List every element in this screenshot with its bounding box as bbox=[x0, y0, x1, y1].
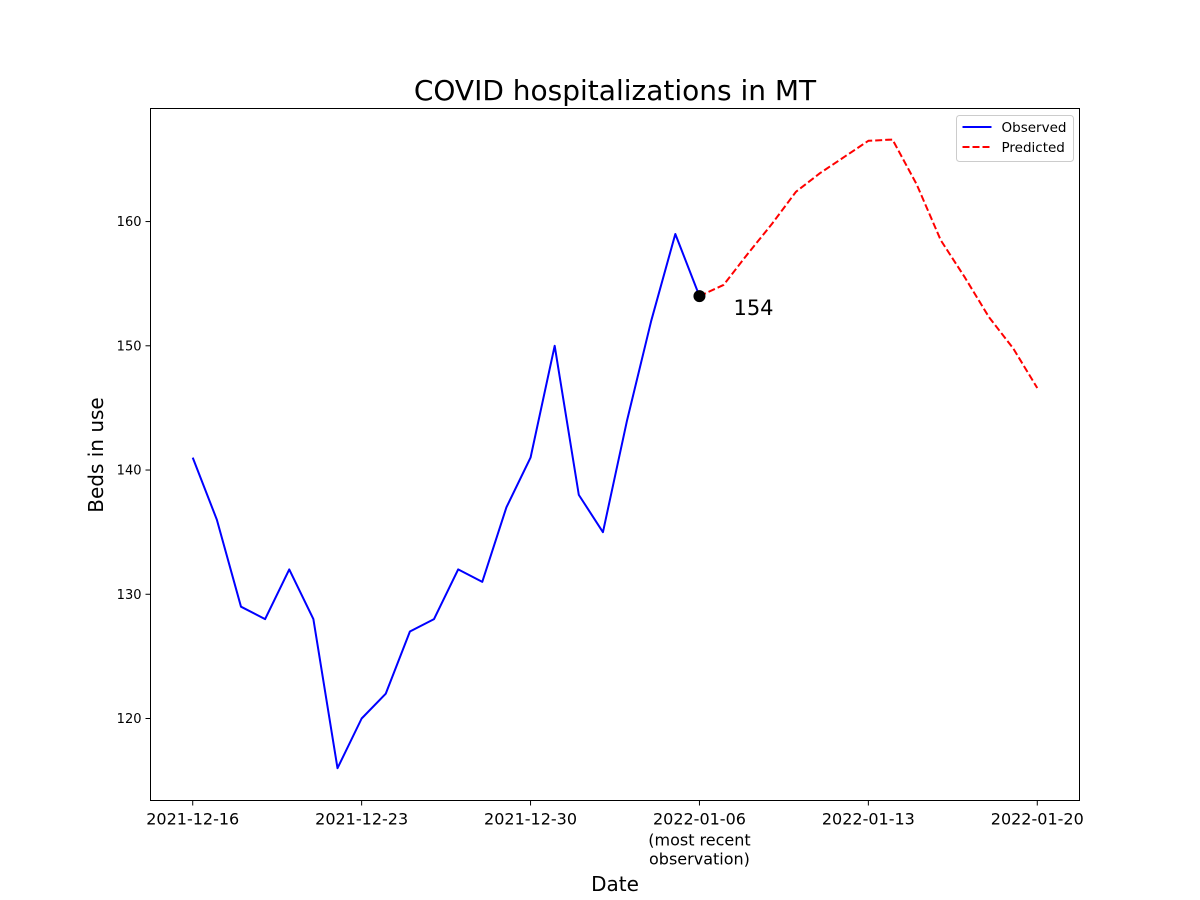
y-tick-label: 130 bbox=[117, 588, 142, 603]
plot-frame bbox=[150, 108, 1080, 801]
series-line-observed bbox=[191, 232, 701, 770]
x-tick-label: 2021-12-23 bbox=[315, 810, 408, 829]
x-tick-label: 2021-12-30 bbox=[484, 810, 577, 829]
highlight-point bbox=[693, 290, 706, 303]
plot-area: 2021-12-16 2021-12-23 2021-12-30 2022-01-06… bbox=[117, 138, 1084, 869]
legend-label-observed: Observed bbox=[1002, 120, 1067, 136]
y-tick-label: 160 bbox=[117, 215, 142, 230]
series-line-predicted bbox=[699, 138, 1039, 389]
x-axis-label: Date bbox=[591, 872, 639, 896]
y-tick-label: 150 bbox=[117, 339, 142, 354]
highlight-label: 154 bbox=[733, 296, 773, 320]
x-tick-label: 2022-01-20 bbox=[991, 810, 1084, 829]
legend-label-predicted: Predicted bbox=[1002, 140, 1065, 156]
x-tick-label: 2022-01-06 bbox=[653, 810, 746, 829]
y-tick-label: 120 bbox=[117, 712, 142, 727]
legend: Observed Predicted bbox=[956, 115, 1074, 162]
chart-title: COVID hospitalizations in MT bbox=[414, 74, 817, 107]
y-tick-label: 140 bbox=[117, 464, 142, 479]
x-tick-label: 2021-12-16 bbox=[146, 810, 239, 829]
y-axis-label: Beds in use bbox=[84, 397, 108, 513]
x-tick-sublabel: observation) bbox=[649, 850, 750, 869]
x-tick-label: 2022-01-13 bbox=[822, 810, 915, 829]
x-tick-sublabel: (most recent bbox=[648, 831, 750, 850]
